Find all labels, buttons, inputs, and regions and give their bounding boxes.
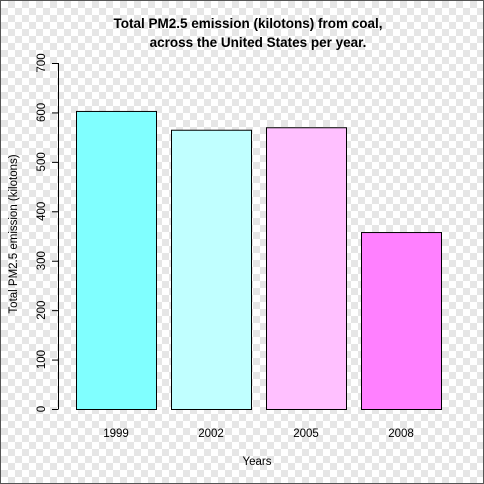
bar-2002 <box>171 129 252 410</box>
y-tick-label-700: 700 <box>36 53 48 72</box>
chart-title: Total PM2.5 emission (kilotons) from coa… <box>113 16 382 50</box>
y-axis-label: Total PM2.5 emission (kilotons) <box>8 154 20 313</box>
y-tick-label-300: 300 <box>36 251 48 270</box>
chart-title-line-2: across the United States per year. <box>150 35 367 50</box>
y-tick-label-0: 0 <box>36 406 48 412</box>
x-tick-label-2002: 2002 <box>198 428 224 440</box>
y-tick-label-200: 200 <box>36 301 48 320</box>
x-tick-label-1999: 1999 <box>103 428 129 440</box>
bars-group <box>76 110 442 411</box>
y-tick-label-600: 600 <box>36 103 48 122</box>
x-tick-labels: 1999 2002 2005 2008 <box>103 428 414 440</box>
y-tick-label-100: 100 <box>36 350 48 369</box>
y-tick-label-500: 500 <box>36 152 48 171</box>
bar-2005 <box>266 127 347 410</box>
x-tick-label-2008: 2008 <box>388 428 414 440</box>
chart-title-line-1: Total PM2.5 emission (kilotons) from coa… <box>113 16 382 31</box>
bar-2008 <box>361 232 442 410</box>
y-axis: 0 100 200 300 400 500 600 700 <box>36 53 59 412</box>
x-tick-label-2005: 2005 <box>293 428 319 440</box>
x-axis-label: Years <box>243 456 272 468</box>
bar-1999 <box>76 110 157 411</box>
y-tick-label-400: 400 <box>36 202 48 221</box>
